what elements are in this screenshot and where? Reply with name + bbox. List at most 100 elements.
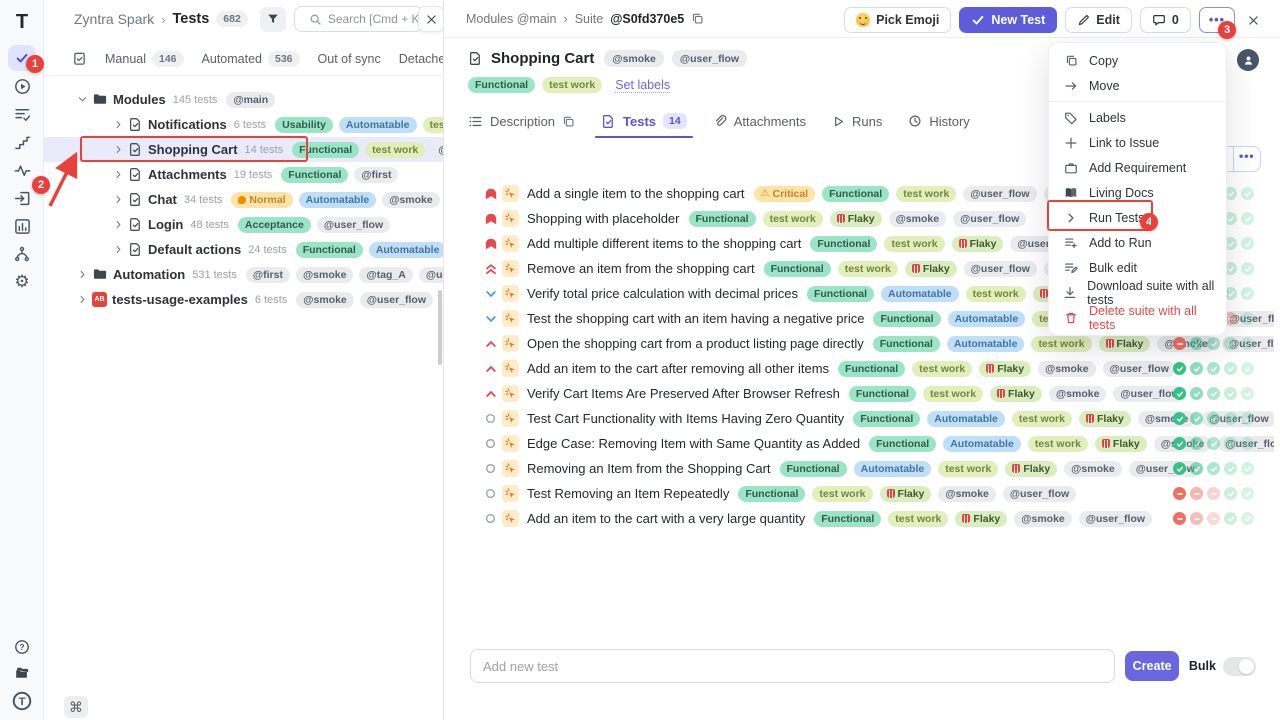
rail-item-box-arrow[interactable] bbox=[0, 184, 44, 212]
menu-item-copy[interactable]: Copy bbox=[1049, 48, 1226, 73]
chevron-right-icon[interactable] bbox=[110, 169, 126, 180]
new-test-button[interactable]: New Test bbox=[959, 7, 1058, 33]
suite-tag[interactable]: @user_flow bbox=[671, 50, 748, 67]
test-title[interactable]: Verify total price calculation with deci… bbox=[527, 286, 798, 301]
tab-runs[interactable]: Runs bbox=[832, 106, 882, 136]
tab-history[interactable]: History bbox=[908, 106, 970, 136]
menu-item-add-to-run[interactable]: Add to Run bbox=[1049, 230, 1226, 255]
test-title[interactable]: Open the shopping cart from a product li… bbox=[527, 336, 864, 351]
close-suite-button[interactable] bbox=[1243, 7, 1264, 33]
rail-item-list-check[interactable] bbox=[0, 100, 44, 128]
test-title[interactable]: Verify Cart Items Are Preserved After Br… bbox=[527, 386, 840, 401]
menu-item-run-tests[interactable]: Run Tests bbox=[1049, 205, 1226, 230]
suite-tag[interactable]: @smoke bbox=[604, 50, 664, 67]
test-row[interactable]: Removing an Item from the Shopping Cart F… bbox=[444, 456, 1280, 481]
chevron-right-icon[interactable] bbox=[110, 144, 126, 155]
chevron-down-icon[interactable] bbox=[74, 94, 90, 105]
tree-item-modules[interactable]: Modules 145 tests @main bbox=[44, 87, 443, 112]
tree-item-shopping-cart[interactable]: Shopping Cart 14 tests Functional test work… bbox=[44, 137, 443, 162]
tab-description[interactable]: Description bbox=[468, 106, 575, 136]
test-row[interactable]: Test Removing an Item Repeatedly Function… bbox=[444, 481, 1280, 506]
chevron-right-icon[interactable] bbox=[110, 194, 126, 205]
menu-item-labels[interactable]: Labels bbox=[1049, 105, 1226, 130]
search-input[interactable]: Search [Cmd + K] bbox=[293, 6, 424, 32]
chevron-right-icon[interactable] bbox=[74, 294, 90, 305]
copy-icon[interactable] bbox=[562, 115, 575, 128]
menu-item-download-suite-with-all-tests[interactable]: Download suite with all tests bbox=[1049, 279, 1226, 307]
set-labels-link[interactable]: Set labels bbox=[615, 77, 671, 93]
tab-out-of-sync[interactable]: Out of sync bbox=[317, 51, 381, 66]
test-row[interactable]: Open the shopping cart from a product li… bbox=[444, 331, 1280, 356]
chevron-right-icon[interactable] bbox=[110, 244, 126, 255]
avatar[interactable] bbox=[1237, 49, 1259, 71]
menu-item-add-requirement[interactable]: Add Requirement bbox=[1049, 155, 1226, 180]
bulk-toggle[interactable] bbox=[1222, 656, 1257, 676]
tree-item-login[interactable]: Login 48 tests Acceptance @user_flow bbox=[44, 212, 443, 237]
rail-item-steps[interactable] bbox=[0, 128, 44, 156]
label-pill[interactable]: Functional bbox=[468, 77, 536, 93]
comments-button[interactable]: 0 bbox=[1139, 7, 1191, 33]
tree-item-default-actions[interactable]: Default actions 24 tests Functional Automat… bbox=[44, 237, 443, 262]
test-title[interactable]: Edge Case: Removing Item with Same Quant… bbox=[527, 436, 861, 451]
copy-suite-id-icon[interactable] bbox=[691, 12, 704, 25]
command-key-button[interactable]: ⌘ bbox=[64, 696, 88, 718]
badge-testwork: test work bbox=[888, 510, 949, 527]
chevron-right-icon[interactable] bbox=[110, 219, 126, 230]
tree-item-notifications[interactable]: Notifications 6 tests Usability Automatable… bbox=[44, 112, 443, 137]
list-plus-icon bbox=[1063, 236, 1079, 250]
pick-emoji-button[interactable]: Pick Emoji bbox=[844, 7, 952, 33]
test-title[interactable]: Test Removing an Item Repeatedly bbox=[527, 486, 730, 501]
test-title[interactable]: Test the shopping cart with an item havi… bbox=[527, 311, 865, 326]
chevron-right-icon[interactable] bbox=[74, 269, 90, 280]
breadcrumb-parent[interactable]: Modules @main bbox=[466, 11, 557, 26]
tab-automated[interactable]: Automated 536 bbox=[202, 50, 300, 67]
menu-item-move[interactable]: Move bbox=[1049, 73, 1226, 98]
test-title[interactable]: Remove an item from the shopping cart bbox=[527, 261, 755, 276]
rail-item-help[interactable]: ? bbox=[0, 633, 44, 660]
rail-item-pulse[interactable] bbox=[0, 156, 44, 184]
breadcrumb-app[interactable]: Zyntra Spark bbox=[74, 11, 155, 27]
tree-scrollbar[interactable] bbox=[438, 290, 442, 365]
test-title[interactable]: Add a single item to the shopping cart bbox=[527, 186, 745, 201]
test-title[interactable]: Test Cart Functionality with Items Havin… bbox=[527, 411, 845, 426]
menu-item-delete-suite-with-all-tests[interactable]: Delete suite with all tests bbox=[1049, 304, 1226, 332]
tab-tests[interactable]: Tests 14 bbox=[595, 106, 693, 138]
tree-item-attachments[interactable]: Attachments 19 tests Functional @first bbox=[44, 162, 443, 187]
rail-item-gear[interactable]: ⚙ bbox=[0, 268, 44, 296]
tab-manual[interactable]: Manual 146 bbox=[105, 50, 184, 67]
test-title[interactable]: Add an item to the cart after removing a… bbox=[527, 361, 830, 376]
rail-item-play-circle[interactable] bbox=[0, 72, 44, 100]
tab-attachments[interactable]: Attachments bbox=[713, 106, 806, 136]
menu-item-living-docs[interactable]: Living Docs bbox=[1049, 180, 1226, 205]
test-title[interactable]: Removing an Item from the Shopping Cart bbox=[527, 461, 771, 476]
annotation-badge-4: 4 bbox=[1140, 213, 1158, 231]
test-row[interactable]: Edge Case: Removing Item with Same Quant… bbox=[444, 431, 1280, 456]
menu-item-bulk-edit[interactable]: Bulk edit bbox=[1049, 255, 1226, 280]
test-row[interactable]: Add an item to the cart after removing a… bbox=[444, 356, 1280, 381]
rail-item-logo-round[interactable]: T bbox=[0, 687, 44, 714]
tab-detached[interactable]: Detached bbox=[398, 51, 443, 66]
test-title[interactable]: Add multiple different items to the shop… bbox=[527, 236, 802, 251]
test-title[interactable]: Shopping with placeholder bbox=[527, 211, 680, 226]
close-search-button[interactable] bbox=[418, 6, 443, 32]
rail-item-folders[interactable] bbox=[0, 660, 44, 687]
menu-item-link-to-issue[interactable]: Link to Issue bbox=[1049, 130, 1226, 155]
test-row[interactable]: Test Cart Functionality with Items Havin… bbox=[444, 406, 1280, 431]
rail-item-bar-chart[interactable] bbox=[0, 212, 44, 240]
test-row[interactable]: Add an item to the cart with a very larg… bbox=[444, 506, 1280, 531]
list-more-button[interactable]: ••• bbox=[1239, 149, 1255, 163]
test-title[interactable]: Add an item to the cart with a very larg… bbox=[527, 511, 806, 526]
add-test-input[interactable] bbox=[470, 649, 1116, 683]
select-all-button[interactable] bbox=[72, 51, 87, 66]
filter-button[interactable] bbox=[259, 6, 286, 32]
tests-tree-panel: Zyntra Spark › Tests 682 Search [Cmd + K… bbox=[44, 0, 444, 720]
tree-item-automation[interactable]: Automation 531 tests @first @smoke @tag_A @us… bbox=[44, 262, 443, 287]
label-pill[interactable]: test work bbox=[542, 77, 603, 93]
edit-button[interactable]: Edit bbox=[1065, 7, 1132, 33]
chevron-right-icon[interactable] bbox=[110, 119, 126, 130]
tree-item-tests-usage-examples[interactable]: AB tests-usage-examples 6 tests @smoke @user… bbox=[44, 287, 443, 312]
test-row[interactable]: Verify Cart Items Are Preserved After Br… bbox=[444, 381, 1280, 406]
rail-item-branch[interactable] bbox=[0, 240, 44, 268]
create-button[interactable]: Create bbox=[1125, 651, 1179, 681]
